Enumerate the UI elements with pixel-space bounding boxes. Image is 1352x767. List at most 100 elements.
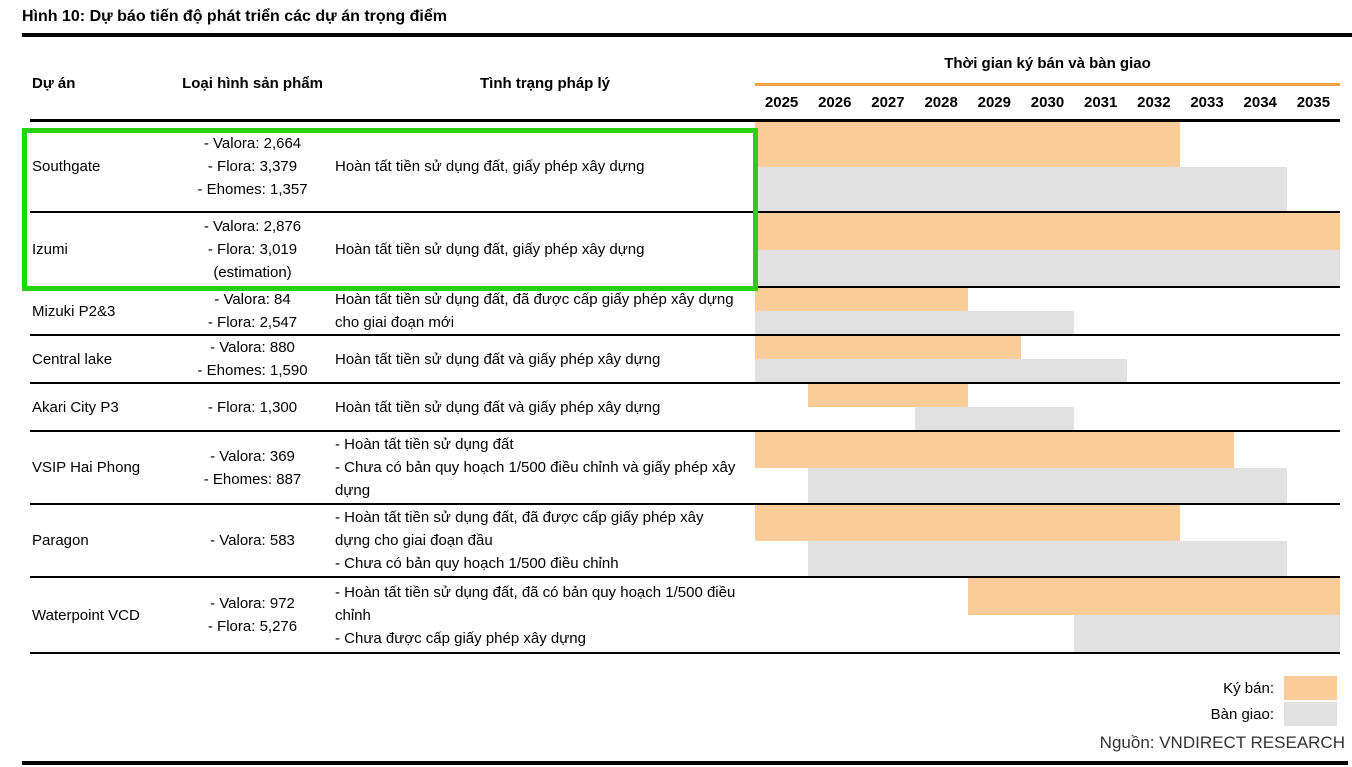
product-line: - Flora: 2,547 [207,314,298,331]
year-label: 2032 [1137,94,1171,111]
legal-line: - Hoàn tất tiền sử dụng đất [335,436,514,453]
sale-bar [755,288,968,311]
table-row: Akari City P3 - Flora: 1,300 Hoàn tất ti… [30,384,1340,432]
handover-bar [755,166,1287,211]
year-label: 2031 [1083,94,1118,111]
table-body: Southgate - Valora: 2,664- Flora: 3,379-… [30,122,1340,654]
column-header-product: Loại hình sản phẩm [182,75,323,92]
legal-cell: - Hoàn tất tiền sử dụng đất, đã có bản q… [335,581,755,650]
product-line: - Ehomes: 1,590 [197,362,308,379]
legal-cell: Hoàn tất tiền sử dụng đất và giấy phép x… [335,396,755,419]
legal-line: - Chưa có bản quy hoạch 1/500 điều chỉnh… [335,459,736,499]
highlight-box [22,128,758,291]
sale-bar [755,213,1340,250]
gantt-cell [755,122,1340,211]
project-name: Izumi [32,241,68,258]
legal-cell: Hoàn tất tiền sử dụng đất, đã được cấp g… [335,288,755,334]
legal-cell: Hoàn tất tiền sử dụng đất, giấy phép xây… [335,238,755,261]
project-name: Waterpoint VCD [32,606,140,624]
table-row: Waterpoint VCD - Valora: 972 - Flora: 5,2… [30,578,1340,654]
product-cell: - Valora: 2,876 - Flora: 3,019 (estimation… [170,215,335,284]
product-line: - Flora: 3,019 [207,241,298,258]
table-row: Paragon - Valora: 583 - Hoàn tất tiền sử… [30,505,1340,578]
product-line: - Valora: 84 [214,291,291,308]
product-cell: - Flora: 1,300 [170,396,335,419]
product-line: - Ehomes: 887 [203,470,302,488]
source-note: Nguồn: VNDIRECT RESEARCH [1099,733,1345,752]
project-name: Akari City P3 [32,398,119,416]
sale-bar [755,432,1234,468]
legend-sale-swatch [1284,676,1337,700]
project-name: Central lake [32,350,113,368]
gantt-cell [755,213,1340,286]
gantt-cell [755,578,1340,652]
year-label: 2027 [871,94,905,111]
handover-bar [808,467,1287,503]
column-header-legal: Tình trạng pháp lý [480,75,610,92]
project-name: VSIP Hai Phong [32,459,141,476]
legal-line: Hoàn tất tiền sử dụng đất và giấy phép x… [335,398,661,416]
gantt-cell [755,432,1340,503]
legal-cell: - Hoàn tất tiền sử dụng đất, đã được cấp… [335,506,755,575]
product-line: - Ehomes: 1,357 [197,181,308,198]
table-header: Dự án Loại hình sản phẩm Tình trạng pháp… [30,48,1340,122]
sale-bar [755,505,1181,541]
product-cell: - Valora: 369 - Ehomes: 887 [170,445,335,491]
product-line: - Valora: 2,664 [203,135,302,152]
table-row: Central lake - Valora: 880 - Ehomes: 1,59… [30,336,1340,384]
gantt-cell [755,336,1340,382]
product-line: - Flora: 3,379 [207,158,298,175]
project-name: Southgate [32,158,101,175]
legend: Ký bán: Bàn giao: [1211,676,1337,726]
table-row: Mizuki P2&3 - Valora: 84 - Flora: 2,547 H… [30,288,1340,336]
gantt-cell [755,384,1340,430]
product-line: - Valora: 2,876 [203,218,302,235]
handover-bar [755,359,1128,382]
sale-bar [967,578,1340,615]
product-cell: - Valora: 583 [170,529,335,552]
legal-line: - Chưa có bản quy hoạch 1/500 điều chỉnh [335,555,619,572]
year-label: 2035 [1296,94,1331,111]
product-line: - Valora: 369 [210,447,295,465]
gantt-title: Thời gian ký bán và bàn giao [755,48,1340,86]
legal-line: Hoàn tất tiền sử dụng đất và giấy phép x… [335,350,661,368]
year-label: 2028 [924,94,958,111]
legal-line: Hoàn tất tiền sử dụng đất, giấy phép xây… [335,241,645,258]
bottom-divider [22,761,1348,765]
handover-bar [755,311,1075,334]
legal-line: - Hoàn tất tiền sử dụng đất, đã được cấp… [335,509,704,549]
sale-bar [755,336,1021,359]
projects-table: Dự án Loại hình sản phẩm Tình trạng pháp… [30,48,1340,654]
year-label: 2033 [1190,94,1224,111]
legal-line: Hoàn tất tiền sử dụng đất, đã được cấp g… [335,291,734,331]
table-row: Southgate - Valora: 2,664- Flora: 3,379-… [30,122,1340,213]
legal-line: Hoàn tất tiền sử dụng đất, giấy phép xây… [335,158,645,175]
product-line: - Flora: 1,300 [207,398,298,416]
year-label: 2029 [977,94,1011,111]
handover-bar [914,407,1075,430]
legal-cell: - Hoàn tất tiền sử dụng đất - Chưa có bản… [335,433,755,502]
handover-bar [1074,615,1340,652]
gantt-cell [755,288,1340,334]
year-label: 2026 [818,94,852,111]
product-cell: - Valora: 2,664 - Flora: 3,379 - Ehomes: 1… [170,132,335,201]
product-cell: - Valora: 972 - Flora: 5,276 [170,592,335,638]
column-header-project: Dự án [32,75,76,92]
sale-bar [808,384,968,407]
project-name: Paragon [32,532,89,549]
product-line: - Valora: 972 [210,595,295,612]
legal-cell: Hoàn tất tiền sử dụng đất và giấy phép x… [335,348,755,371]
handover-bar [808,540,1287,576]
table-row: Izumi - Valora: 2,876 - Flora: 3,019 (esti… [30,213,1340,288]
gantt-header: Thời gian ký bán và bàn giao 2025 2026 202… [755,48,1340,119]
year-label: 2030 [1030,94,1065,111]
product-cell: - Valora: 880 - Ehomes: 1,590 [170,336,335,382]
title-divider [22,33,1352,37]
legal-line: - Hoàn tất tiền sử dụng đất, đã có bản q… [335,583,736,624]
product-cell: - Valora: 84 - Flora: 2,547 [170,288,335,334]
figure-title: Hình 10: Dự báo tiến độ phát triển các d… [22,8,447,25]
year-label: 2025 [764,94,799,111]
year-label: 2034 [1243,94,1277,111]
product-line: - Flora: 5,276 [207,618,298,635]
legal-line: - Chưa được cấp giấy phép xây dựng [335,629,586,647]
